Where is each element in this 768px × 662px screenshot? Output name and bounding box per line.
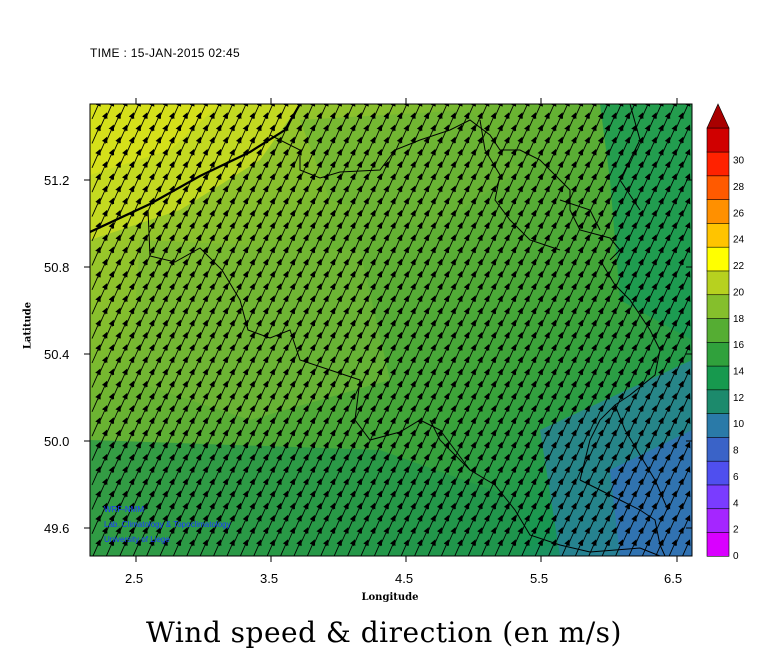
wind-arrow xyxy=(91,148,101,168)
colorbar-label: 18 xyxy=(733,314,745,325)
colorbar-max-arrow xyxy=(706,103,730,129)
wind-arrow xyxy=(91,368,101,388)
colorbar-label: 22 xyxy=(733,261,745,272)
wind-arrow xyxy=(91,344,101,364)
colorbar-segment xyxy=(706,294,730,319)
x-tick-label: 2.5 xyxy=(125,571,143,586)
x-tick-label: 5.5 xyxy=(530,571,548,586)
wind-arrow xyxy=(91,246,101,266)
wind-arrow xyxy=(91,295,101,315)
colorbar-segment xyxy=(706,222,730,248)
y-tick-label: 50.0 xyxy=(44,434,69,449)
border-lu-inner xyxy=(429,419,471,471)
credit-line-2: Lab. Climatology & Topoclimatology xyxy=(104,520,231,529)
colorbar-segment xyxy=(706,317,730,343)
time-label: TIME : 15-JAN-2015 02:45 xyxy=(90,46,240,60)
wind-arrow xyxy=(91,173,101,193)
y-tick-label: 50.8 xyxy=(44,260,69,275)
chart-title: Wind speed & direction (en m/s) xyxy=(146,616,622,649)
border-nl-east xyxy=(619,104,641,211)
colorbar-segment xyxy=(706,508,730,533)
wind-arrow xyxy=(91,270,101,290)
x-tick-label: 4.5 xyxy=(395,571,413,586)
colorbar-segment xyxy=(706,365,730,391)
x-tick-label: 6.5 xyxy=(664,571,682,586)
colorbar-segment xyxy=(706,413,730,438)
x-axis-title: Longitude xyxy=(361,592,419,603)
colorbar-label: 10 xyxy=(733,419,745,430)
y-tick-label: 49.6 xyxy=(44,521,69,536)
colorbar-label: 24 xyxy=(733,235,745,246)
y-tick-label: 51.2 xyxy=(44,173,69,188)
wind-arrows xyxy=(91,104,691,556)
y-tick-label: 50.4 xyxy=(44,347,69,362)
colorbar-segment xyxy=(706,151,730,177)
colorbar-segment xyxy=(706,531,730,557)
colorbar-label: 14 xyxy=(733,367,745,378)
y-axis-title: Latitude xyxy=(22,301,34,350)
colorbar-label: 8 xyxy=(733,446,739,457)
wind-arrow xyxy=(91,124,101,144)
colorbar-label: 4 xyxy=(733,498,739,509)
wind-arrow xyxy=(91,222,101,242)
x-tick-label: 3.5 xyxy=(260,571,278,586)
colorbar-label: 12 xyxy=(733,393,745,404)
credit-line-1: WRF-NMM xyxy=(104,505,144,514)
colorbar-label: 26 xyxy=(733,208,745,219)
wind-arrow xyxy=(91,319,101,339)
colorbar-segment xyxy=(706,175,730,200)
colorbar-label: 2 xyxy=(733,525,739,536)
colorbar-segment xyxy=(706,199,730,224)
colorbar-segment xyxy=(706,484,730,510)
colorbar-segment xyxy=(706,341,730,367)
colorbar-segment xyxy=(706,270,730,296)
wind-arrow xyxy=(91,197,101,217)
colorbar-label: 20 xyxy=(733,288,745,299)
colorbar-label: 6 xyxy=(733,472,739,483)
wind-arrow xyxy=(91,104,101,120)
colorbar-segment xyxy=(706,246,730,272)
colorbar-segment xyxy=(706,460,730,486)
colorbar-segment xyxy=(706,127,730,153)
colorbar-label: 30 xyxy=(733,156,745,167)
colorbar-label: 28 xyxy=(733,182,745,193)
colorbar-segment xyxy=(706,389,730,414)
colorbar-label: 0 xyxy=(733,551,739,562)
colorbar-label: 16 xyxy=(733,340,745,351)
colorbar-segment xyxy=(706,436,730,462)
credit-line-3: University of Liege xyxy=(104,535,170,544)
